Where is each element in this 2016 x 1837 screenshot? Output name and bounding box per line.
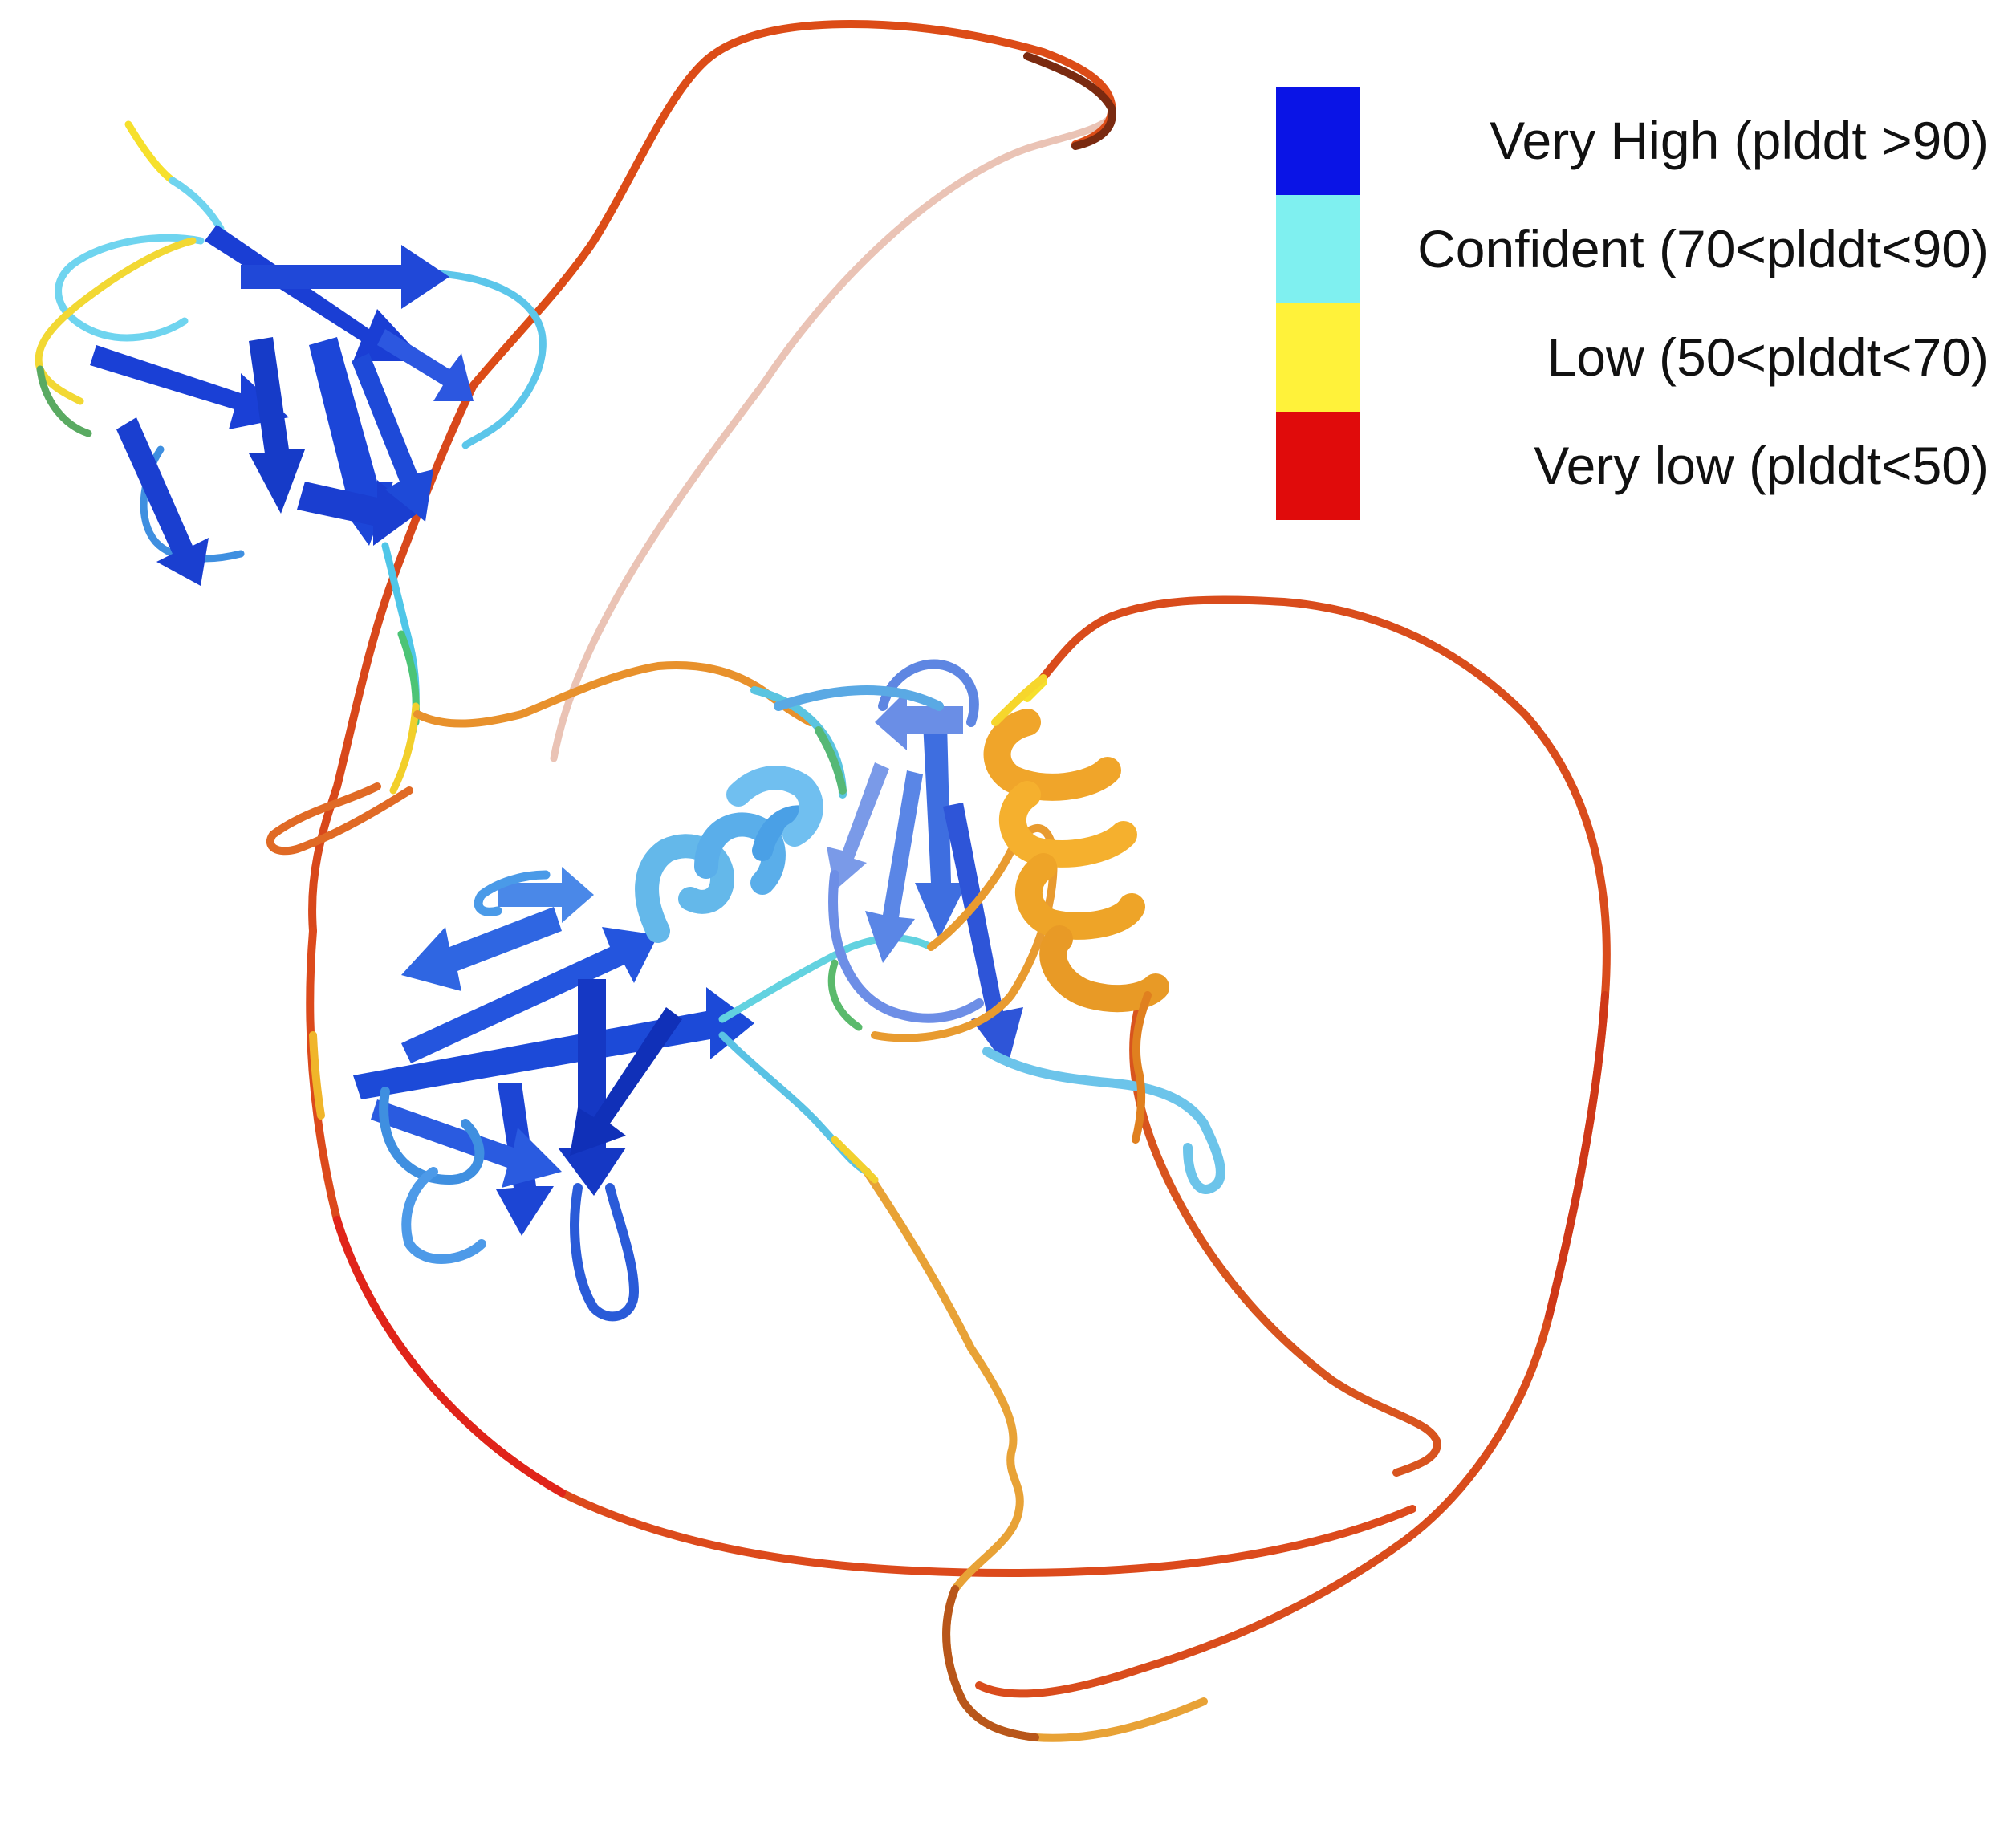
legend-item-confident: Confident (70<plddt<90) <box>1276 195 1998 303</box>
plddt-legend: Very High (plddt >90) Confident (70<pldd… <box>1276 87 1998 520</box>
middle-left-loop-c <box>570 1183 639 1322</box>
legend-swatch-very-low <box>1276 412 1360 520</box>
legend-label-very-low: Very low (plddt<50) <box>1534 436 1989 495</box>
coil-inner-bottom-dark <box>942 1585 1039 1741</box>
coil-inner-bottom <box>863 1168 1208 1742</box>
coil-top-loop <box>469 20 1116 389</box>
coil-left-descent <box>308 381 478 935</box>
right-domain-upper-link-green <box>815 726 847 795</box>
nterm-domain-loop-yellow <box>35 237 197 405</box>
coil-right-loop-red <box>1545 991 1609 1320</box>
legend-swatch-very-high <box>1276 87 1360 195</box>
coil-top-loop-dark <box>1023 52 1116 150</box>
orange-helix <box>983 678 1169 1013</box>
legend-item-very-low: Very low (plddt<50) <box>1276 412 1998 520</box>
helix-top-yellow-link <box>991 674 1047 726</box>
middle-left-loop-b <box>401 1167 486 1264</box>
coil-inner-right <box>1129 999 1441 1477</box>
middle-left-loop-d <box>474 870 551 916</box>
nterm-domain-loop-green <box>36 365 92 437</box>
coil-left-kink <box>266 782 413 856</box>
mid-green-bit <box>827 959 863 1031</box>
legend-item-very-high: Very High (plddt >90) <box>1276 87 1998 195</box>
right-beta-sheet <box>827 690 1023 1067</box>
mid-yellow-descent-yellow <box>831 1136 879 1184</box>
coil-right-loop <box>975 595 1611 1698</box>
coil-outer-circle <box>306 927 1416 1577</box>
helix-bottom-link <box>1132 991 1152 1144</box>
right-domain-loop-b <box>982 1047 1225 1194</box>
right-domain-loop-a <box>828 870 984 1023</box>
legend-label-low: Low (50<plddt<70) <box>1547 327 1989 387</box>
legend-label-confident: Confident (70<plddt<90) <box>1417 219 1989 278</box>
nterm-beta-sheet <box>90 225 474 586</box>
nterm-domain-loop-left <box>55 234 205 342</box>
n-terminal-tail-cyan <box>169 177 225 233</box>
right-domain-loop-c <box>878 659 979 727</box>
coil-mid-linker <box>413 661 815 728</box>
faded-back-coil <box>550 116 1112 762</box>
legend-swatch-confident <box>1276 195 1360 303</box>
right-domain-top-strand <box>774 685 944 711</box>
mid-to-right-linker <box>718 934 935 1023</box>
coil-outer-circle-red-segment <box>333 1216 566 1497</box>
n-terminal-tail <box>124 120 177 185</box>
nterm-domain-loop-right <box>413 269 547 449</box>
legend-swatch-low <box>1276 303 1360 412</box>
legend-label-very-high: Very High (plddt >90) <box>1490 111 1989 170</box>
legend-item-low: Low (50<plddt<70) <box>1276 303 1998 412</box>
coil-outer-yellow-segment <box>309 1031 325 1120</box>
middle-left-beta-sheet <box>353 867 754 1236</box>
coil-linker-yellow <box>389 702 420 795</box>
middle-helix-light <box>635 766 823 943</box>
middle-left-loop-a <box>379 1087 485 1185</box>
